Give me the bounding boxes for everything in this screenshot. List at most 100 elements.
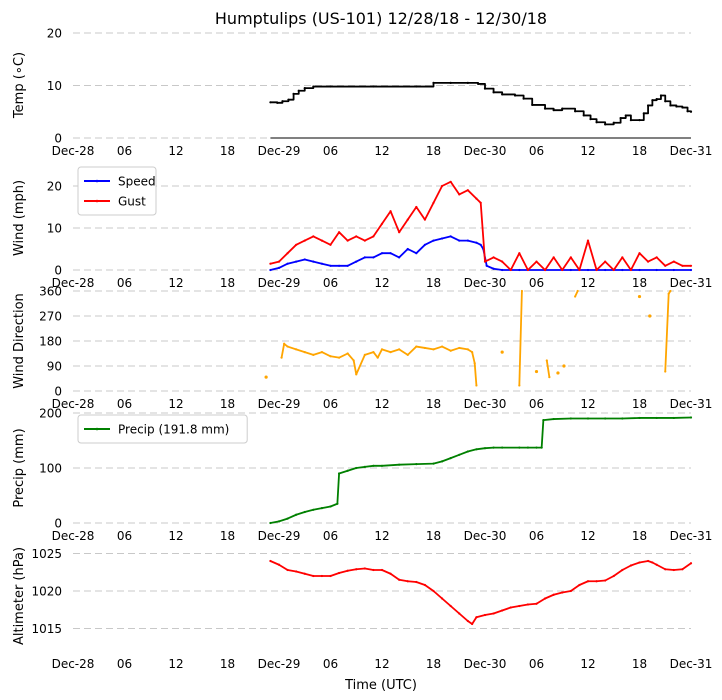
wind-series-speed-point [569,268,572,272]
wind-series-speed-point [355,260,358,263]
wind-series-speed-point [303,258,306,261]
wind-series-gust-point [312,235,315,238]
wind-xtick-label: Dec-28 [52,276,95,290]
dir-series-direction-point [475,384,478,387]
precip-series-precip-191-8-mm--point [552,417,555,421]
precip-xtick-label: 12 [580,529,595,543]
alt-series-altimeter-point [509,606,512,609]
wind-series-speed-point [380,252,384,255]
dir-series-direction-point [423,346,427,350]
precip-xtick-label: Dec-28 [52,529,95,543]
precip-series-precip-191-8-mm--point [320,507,324,510]
temp-xtick-label: 06 [117,144,132,158]
wind-series-speed-point [329,264,332,267]
wind-legend-marker [95,199,99,203]
dir-ytick-label: 90 [47,360,62,374]
temp-series-temp-point [312,85,315,88]
alt-series-altimeter-point [346,569,349,572]
dir-series-direction-point [363,353,366,356]
dir-series-direction-point [329,355,332,358]
dir-series-direction-points-point [534,369,539,374]
precip-series-precip-191-8-mm--point [689,416,693,419]
wind-series-gust-point [655,256,658,259]
dir-series-direction-point [473,362,476,365]
wind-series-gust-point [440,184,444,188]
wind-xtick-label: 18 [220,276,235,290]
wind-series-gust-point [363,239,366,242]
precip-legend-marker [95,427,99,431]
temp-series-temp-point [642,112,645,115]
precip-series-precip-191-8-mm--point [277,520,281,523]
dir-series-direction-point [458,346,461,350]
alt-series-altimeter-point [535,602,538,605]
wind-series-gust-point [586,239,590,242]
precip-series-precip-191-8-mm--point [621,417,624,420]
temp-series-temp-point [492,91,495,94]
wind-series-gust-point [612,268,615,272]
wind-series-gust-point [269,262,272,265]
wind-series-gust-point [604,260,607,263]
wind-series-gust-point [432,201,435,204]
wind-series-gust-point [569,256,572,259]
alt-xtick-label: 06 [117,657,132,671]
wind-series-speed-point [415,252,418,255]
temp-series-temp-point [522,97,525,100]
wind-series-speed-point [479,243,482,246]
dir-series-direction-point [355,373,358,376]
wind-series-gust-point [578,268,581,272]
dir-series-direction-c-point [545,359,548,362]
wind-series-gust-point [552,256,555,259]
wind-ytick-label: 20 [47,180,62,194]
alt-series-altimeter-point [320,574,324,578]
temp-series-temp-point [604,123,607,126]
precip-series-precip-191-8-mm--point [483,447,487,450]
wind-series-gust-point [398,231,401,234]
dir-series-direction-point [286,345,289,348]
alt-xtick-label: 06 [323,657,338,671]
precip-series-precip-191-8-mm--point [329,505,332,508]
alt-ytick-label: 1020 [31,585,62,599]
alt-series-altimeter-point [355,568,358,571]
alt-ytick-label: 1015 [31,622,62,636]
x-axis-label: Time (UTC) [344,678,417,693]
wind-series-speed-point [269,268,272,272]
temp-series-temp-point [513,94,517,97]
wind-series-gust-point [286,252,289,255]
temp-series-temp-point [297,89,300,92]
wind-series-speed-point [295,260,298,263]
dir-xtick-label: 12 [168,397,183,411]
wind-series-speed-point [312,260,315,263]
wind-series-gust-point [681,264,684,267]
wind-series-speed-point [389,252,392,255]
alt-series-altimeter-point [518,604,521,608]
precip-series-precip-191-8-mm--point [542,419,545,422]
temp-panel: 0 10 20 Temp (∘C) Dec-28 06 12 18 Dec-29 06 12 18 De… [12,27,712,159]
dir-xtick-label: 12 [374,397,389,411]
precip-series-precip-191-8-mm--point [346,469,349,472]
precip-legend-box [77,414,248,444]
wind-series-gust-point [672,260,675,263]
alt-series-altimeter-point [672,568,675,572]
wind-series-gust-point [535,260,538,263]
wind-series-speed-point [346,264,349,267]
wind-series-speed-point [485,264,488,267]
temp-series-temp-point [531,103,534,107]
wind-ytick-label: 0 [54,264,62,278]
wind-series-speed-point [458,239,461,242]
alt-series-altimeter-point [295,570,298,573]
temp-series-temp-point [681,106,684,109]
wind-series-speed-point [277,266,281,269]
wind-series-gust-point [664,264,667,267]
dir-series-direction-point [389,351,392,354]
wind-series-gust-point [389,210,392,213]
wind-series-speed-point [466,239,469,242]
alt-series-altimeter-point [492,612,495,615]
dir-series-direction-e-point [669,289,672,293]
precip-series-precip-191-8-mm--point [355,466,358,470]
precip-series-precip-191-8-mm--point [655,416,658,420]
alt-series-altimeter-point [621,568,624,572]
dir-xtick-label: 06 [323,397,338,411]
temp-series-temp-point [276,101,279,104]
precip-series-precip-191-8-mm--point [540,446,543,449]
